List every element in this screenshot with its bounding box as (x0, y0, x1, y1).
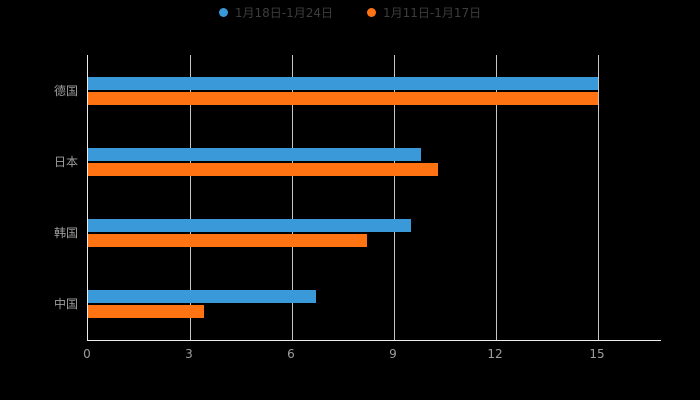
bar-week1 (88, 162, 439, 176)
x-tick-label: 15 (589, 347, 605, 361)
bar-week2 (88, 290, 316, 304)
legend: 1月18日-1月24日 1月11日-1月17日 (0, 4, 700, 21)
legend-label: 1月11日-1月17日 (383, 6, 482, 20)
bar-week2 (88, 219, 411, 233)
y-category-label: 日本 (53, 154, 78, 169)
legend-item-week2[interactable]: 1月18日-1月24日 (218, 4, 333, 21)
x-tick-label: 6 (287, 347, 295, 361)
y-category-label: 韩国 (53, 226, 78, 241)
plot-area (87, 55, 661, 341)
x-tick-label: 12 (487, 347, 503, 361)
bar-week2 (88, 147, 422, 161)
x-tick-label: 9 (389, 347, 397, 361)
gridline (292, 55, 293, 340)
x-tick-label: 0 (83, 347, 91, 361)
x-tick-label: 3 (185, 347, 193, 361)
bar-week1 (88, 91, 598, 105)
bar-week2 (88, 76, 598, 90)
bar-week1 (88, 305, 204, 319)
gridline (496, 55, 497, 340)
legend-label: 1月18日-1月24日 (234, 6, 333, 20)
bar-week1 (88, 234, 367, 248)
y-category-label: 德国 (53, 83, 78, 98)
y-category-label: 中国 (53, 297, 78, 312)
legend-marker-blue-icon (218, 8, 228, 17)
gridline (190, 55, 191, 340)
gridline (598, 55, 599, 340)
legend-marker-orange-icon (367, 8, 376, 17)
gridline (394, 55, 395, 340)
legend-item-week1[interactable]: 1月11日-1月17日 (367, 4, 481, 21)
